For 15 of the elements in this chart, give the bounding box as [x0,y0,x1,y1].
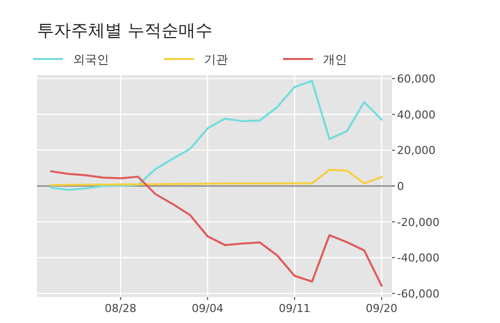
y-tick-label: 0 [397,180,404,193]
legend-label: 기관 [204,52,228,66]
legend-label: 외국인 [73,52,109,66]
y-tick-label: -60,000 [397,287,440,300]
y-tick-label: 60,000 [397,72,436,86]
legend-label: 개인 [323,52,347,66]
chart-title: 투자주체별 누적순매수 [37,21,212,41]
y-tick-label: -40,000 [397,252,440,265]
x-tick-label: 09/04 [192,302,224,315]
x-tick-label: 08/28 [104,302,136,315]
y-tick-label: 20,000 [397,144,436,158]
y-tick-label: -20,000 [397,216,440,229]
y-tick-label: 40,000 [397,108,436,122]
x-tick-label: 09/20 [366,302,398,315]
x-tick-label: 09/11 [278,302,310,315]
